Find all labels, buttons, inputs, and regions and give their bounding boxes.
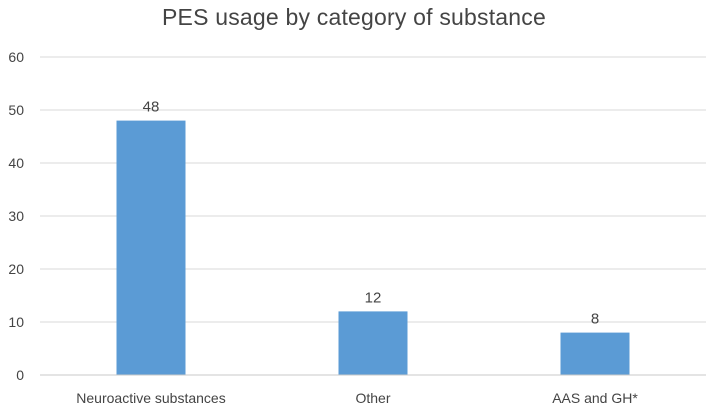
data-label-1: 12 bbox=[365, 289, 382, 306]
category-label-2: AAS and GH* bbox=[552, 390, 638, 406]
y-tick-label-0: 0 bbox=[16, 367, 24, 383]
category-label-0: Neuroactive substances bbox=[76, 390, 225, 406]
bar-0 bbox=[116, 120, 186, 375]
category-label-1: Other bbox=[355, 390, 390, 406]
y-tick-label-60: 60 bbox=[8, 49, 24, 65]
chart-title: PES usage by category of substance bbox=[162, 4, 546, 30]
y-tick-label-20: 20 bbox=[8, 261, 24, 277]
data-label-0: 48 bbox=[143, 99, 160, 116]
y-tick-label-30: 30 bbox=[8, 208, 24, 224]
y-tick-label-10: 10 bbox=[8, 314, 24, 330]
data-label-2: 8 bbox=[591, 311, 599, 328]
y-tick-label-40: 40 bbox=[8, 155, 24, 171]
bar-2 bbox=[560, 332, 630, 375]
y-tick-label-50: 50 bbox=[8, 102, 24, 118]
bar-1 bbox=[338, 311, 408, 375]
